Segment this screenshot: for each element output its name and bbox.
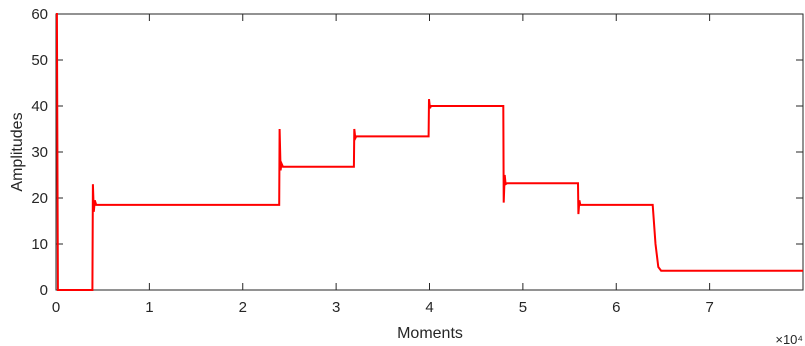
x-tick-label: 7: [705, 299, 713, 316]
x-axis-exponent-label: ×10⁴: [775, 332, 803, 346]
series-line: [55, 13, 803, 291]
x-tick-label: 4: [425, 299, 433, 316]
x-tick-label: 0: [52, 299, 60, 316]
y-tick-label: 40: [31, 98, 48, 115]
x-tick-label: 1: [145, 299, 153, 316]
x-axis-title: Moments: [397, 325, 463, 342]
x-tick-label: 3: [332, 299, 340, 316]
y-axis-title: Amplitudes: [9, 112, 26, 191]
y-tick-label: 60: [31, 6, 48, 23]
y-tick-label: 50: [31, 52, 48, 69]
y-tick-label: 20: [31, 190, 48, 207]
y-tick-label: 0: [40, 282, 48, 299]
y-tick-label: 10: [31, 236, 48, 253]
x-tick-label: 6: [612, 299, 620, 316]
y-tick-label: 30: [31, 144, 48, 161]
plot-area: 0 10 20 30 40 50 60 0 1 2 3 4 5 6 7: [31, 6, 804, 316]
plot-frame: [55, 13, 804, 291]
x-tick-label: 5: [519, 299, 527, 316]
x-tick-label: 2: [239, 299, 247, 316]
